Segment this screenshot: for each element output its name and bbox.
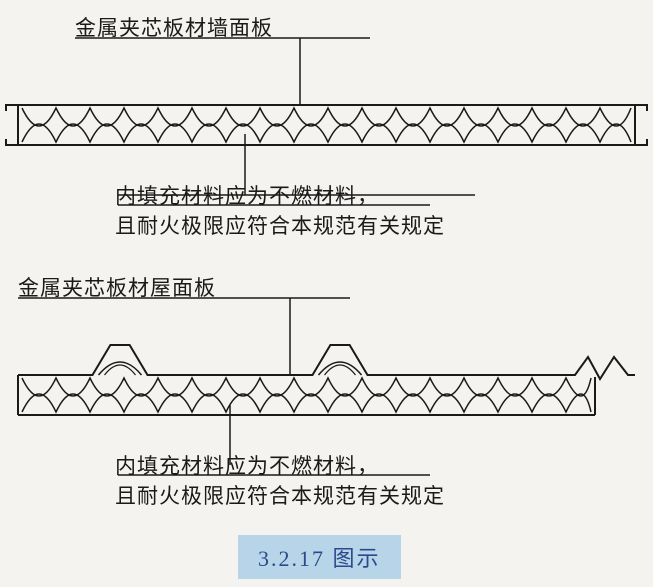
diagram-svg [0, 0, 653, 587]
